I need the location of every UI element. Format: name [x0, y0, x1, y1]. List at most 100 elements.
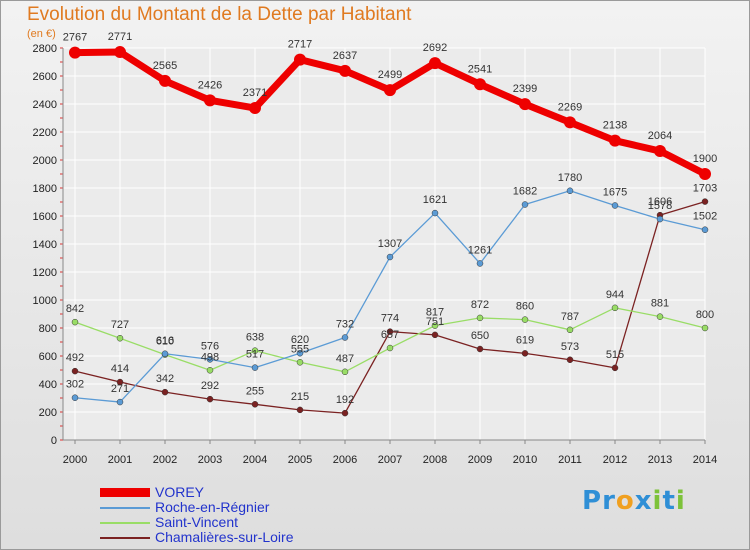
data-label-saint-vincent: 872 [471, 299, 489, 311]
data-label-roche-en-regnier: 1578 [648, 200, 672, 212]
data-label-vorey: 2499 [378, 69, 402, 81]
chart-title: Evolution du Montant de la Dette par Hab… [27, 4, 412, 25]
data-label-chamalieres-sur-loire: 650 [471, 330, 489, 342]
data-label-roche-en-regnier: 616 [156, 335, 174, 347]
data-label-vorey: 2269 [558, 101, 582, 113]
data-point-vorey [249, 102, 261, 115]
data-label-chamalieres-sur-loire: 215 [291, 391, 309, 403]
x-tick-label: 2005 [288, 454, 312, 466]
data-label-roche-en-regnier: 517 [246, 349, 264, 361]
data-label-chamalieres-sur-loire: 751 [426, 316, 444, 328]
data-label-roche-en-regnier: 620 [291, 334, 309, 346]
brand-letter: t [662, 486, 676, 516]
data-label-vorey: 2692 [423, 42, 447, 54]
data-point-roche-en-regnier [656, 215, 664, 223]
data-point-chamalieres-sur-loire [431, 331, 439, 339]
data-label-saint-vincent: 787 [561, 311, 579, 323]
data-point-saint-vincent [476, 314, 484, 322]
data-label-chamalieres-sur-loire: 255 [246, 385, 264, 397]
data-label-vorey: 2767 [63, 32, 87, 44]
data-point-saint-vincent [386, 344, 394, 352]
data-point-roche-en-regnier [386, 253, 394, 261]
data-point-chamalieres-sur-loire [476, 345, 484, 353]
data-point-saint-vincent [296, 359, 304, 366]
data-label-roche-en-regnier: 1502 [693, 211, 717, 223]
data-point-chamalieres-sur-loire [566, 356, 574, 364]
data-point-chamalieres-sur-loire [521, 350, 529, 357]
data-label-vorey: 2771 [108, 31, 132, 43]
data-label-chamalieres-sur-loire: 414 [111, 363, 129, 375]
data-point-roche-en-regnier [431, 209, 439, 217]
data-point-saint-vincent [431, 322, 439, 329]
data-point-chamalieres-sur-loire [611, 364, 619, 372]
legend-item: Saint-Vincent [100, 515, 294, 530]
brand-letter: i [652, 486, 663, 516]
axes: 0 200 400 600 800 1000 1200 1400 1600 1800 2000 220… [33, 43, 718, 466]
data-point-vorey [474, 78, 486, 91]
legend-label: Saint-Vincent [155, 514, 239, 530]
data-label-chamalieres-sur-loire: 342 [156, 373, 174, 385]
x-tick-label: 2001 [108, 454, 132, 466]
legend: VOREY Roche-en-Régnier Saint-Vincent Chamal… [100, 485, 294, 545]
data-label-vorey: 1900 [693, 153, 717, 165]
brand-letter: i [675, 486, 686, 516]
data-label-saint-vincent: 657 [381, 329, 399, 341]
x-tick-label: 2013 [648, 454, 672, 466]
data-point-roche-en-regnier [116, 398, 124, 406]
data-point-vorey [519, 98, 531, 111]
data-label-vorey: 2399 [513, 83, 537, 95]
data-point-saint-vincent [611, 304, 619, 312]
y-tick-label: 2000 [33, 155, 57, 167]
y-tick-label: 1000 [33, 295, 57, 307]
y-tick-label: 2400 [33, 99, 57, 111]
data-point-saint-vincent [71, 318, 79, 326]
y-tick-label: 400 [39, 379, 57, 391]
data-point-saint-vincent [566, 326, 574, 334]
data-label-chamalieres-sur-loire: 292 [201, 380, 219, 392]
data-point-vorey [114, 46, 126, 59]
data-label-vorey: 2426 [198, 79, 222, 91]
y-axis-unit: (en €) [27, 28, 56, 40]
data-point-roche-en-regnier [611, 202, 619, 209]
x-tick-label: 2007 [378, 454, 402, 466]
data-point-vorey [159, 74, 171, 87]
data-label-vorey: 2541 [468, 63, 492, 75]
data-label-roche-en-regnier: 1682 [513, 186, 537, 198]
y-tick-label: 1200 [33, 267, 57, 279]
data-point-chamalieres-sur-loire [161, 388, 169, 396]
data-label-roche-en-regnier: 1621 [423, 194, 447, 206]
brand-letter: P [582, 486, 603, 516]
legend-swatch [100, 488, 150, 497]
data-point-roche-en-regnier [161, 350, 169, 358]
data-label-chamalieres-sur-loire: 515 [606, 349, 624, 361]
data-point-vorey [654, 145, 666, 158]
data-point-chamalieres-sur-loire [71, 367, 79, 375]
y-tick-label: 800 [39, 323, 57, 335]
data-point-saint-vincent [251, 347, 259, 354]
data-label-chamalieres-sur-loire: 1703 [693, 183, 717, 195]
data-point-roche-en-regnier [71, 394, 79, 401]
data-label-chamalieres-sur-loire: 492 [66, 352, 84, 364]
data-point-saint-vincent [701, 324, 709, 332]
legend-swatch [100, 506, 150, 509]
y-tick-label: 600 [39, 351, 57, 363]
x-tick-label: 2011 [558, 454, 582, 466]
data-point-vorey [384, 84, 396, 97]
data-point-saint-vincent [116, 334, 124, 342]
data-label-saint-vincent: 944 [606, 289, 624, 301]
data-point-vorey [339, 64, 351, 77]
grid [63, 47, 706, 441]
brand-letter: o [615, 486, 635, 516]
legend-item: Roche-en-Régnier [100, 500, 294, 515]
data-label-saint-vincent: 610 [156, 336, 174, 348]
data-point-saint-vincent [206, 367, 214, 374]
data-point-roche-en-regnier [566, 187, 574, 195]
y-tick-label: 0 [51, 435, 57, 447]
data-point-roche-en-regnier [521, 201, 529, 208]
data-label-chamalieres-sur-loire: 619 [516, 334, 534, 346]
data-point-chamalieres-sur-loire [341, 409, 349, 417]
data-point-vorey [294, 53, 306, 66]
data-point-chamalieres-sur-loire [116, 378, 124, 386]
data-point-vorey [69, 46, 81, 59]
data-point-vorey [564, 116, 576, 129]
